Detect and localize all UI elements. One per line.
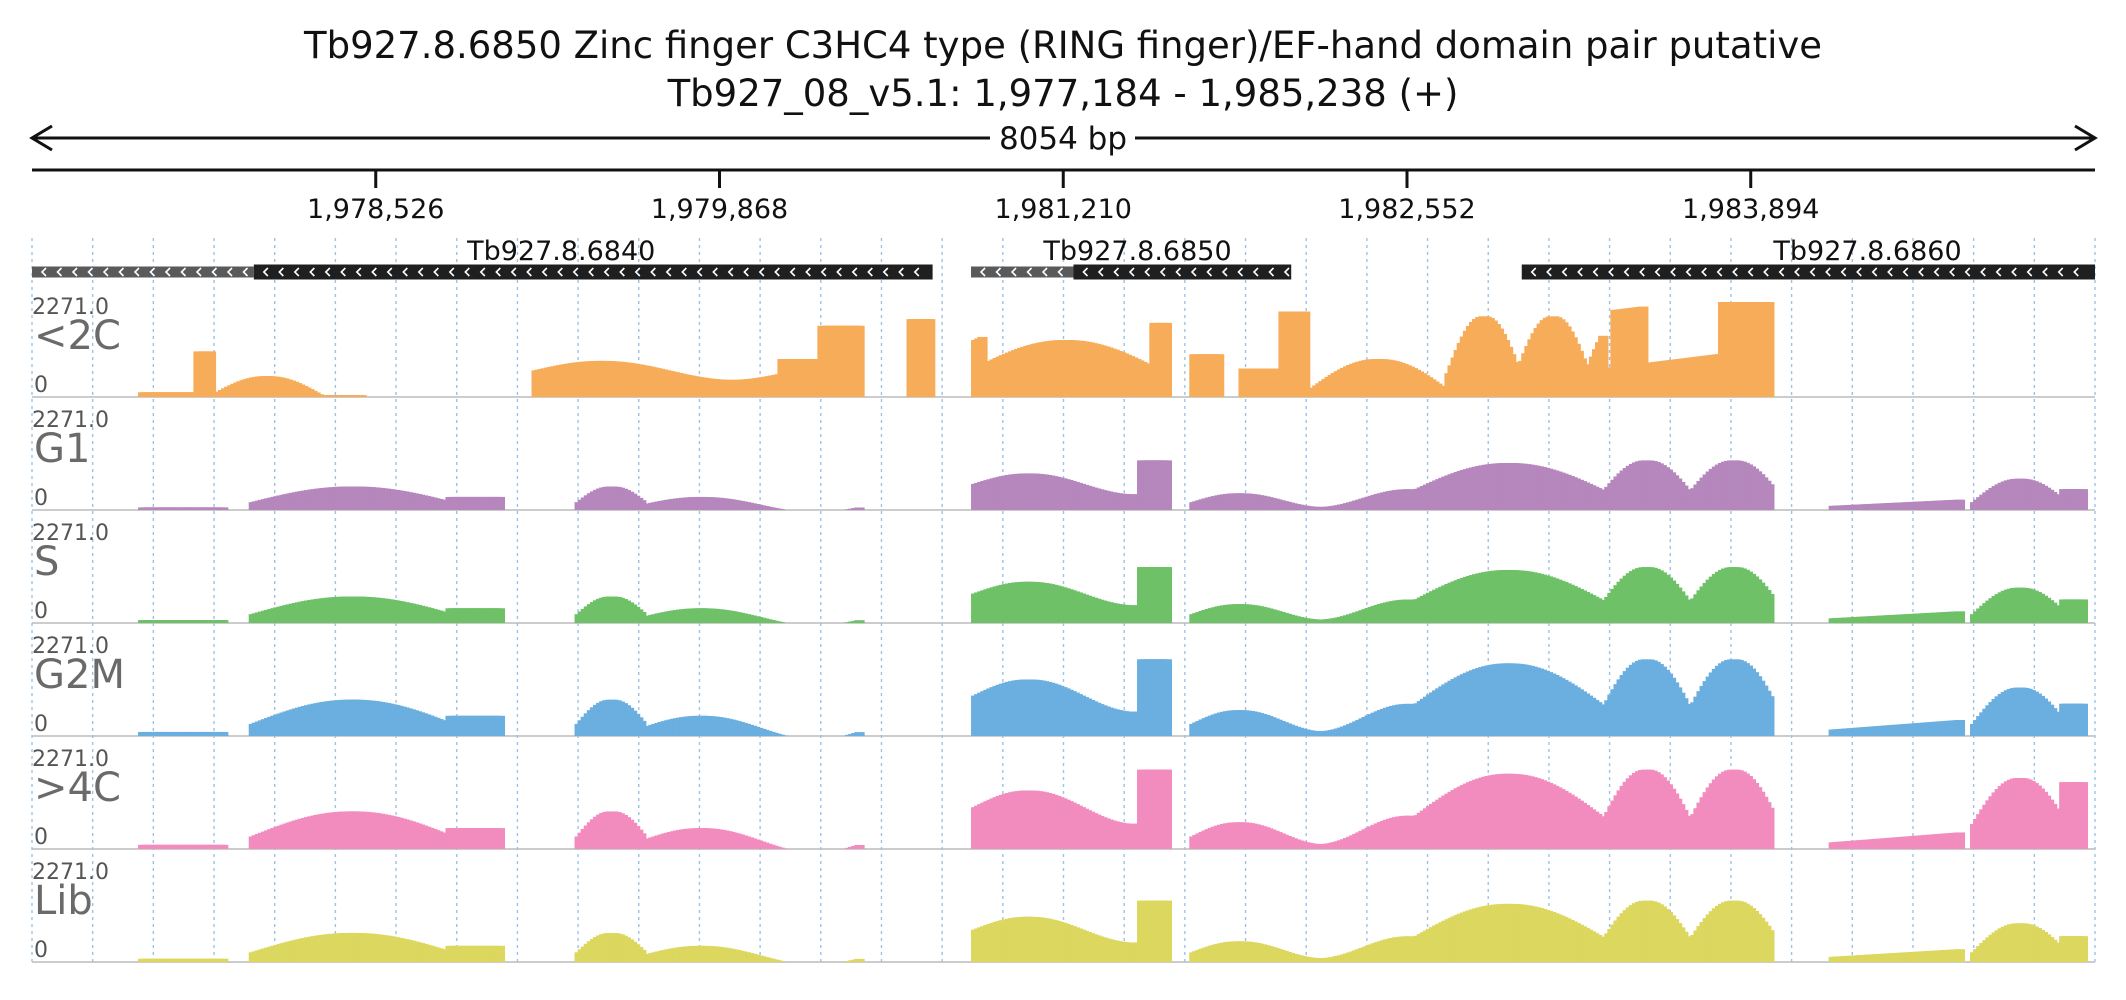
coverage-bar-1-506 bbox=[2078, 489, 2088, 510]
chart-title: Tb927.8.6850 Zinc finger C3HC4 type (RIN… bbox=[303, 24, 1822, 67]
ruler-tick-label-1: 1,979,868 bbox=[651, 194, 788, 225]
coverage-bar-4-174 bbox=[777, 848, 787, 849]
coverage-bar-0-427 bbox=[1764, 302, 1774, 397]
coverage-bar-4-241 bbox=[1162, 770, 1172, 849]
coverage-bar-0-246 bbox=[1162, 323, 1172, 397]
coverage-bar-3-429 bbox=[1764, 696, 1774, 736]
coverage-bar-4-429 bbox=[1764, 808, 1774, 849]
coverage-bar-0-21 bbox=[206, 351, 216, 397]
coverage-bar-2-107 bbox=[495, 608, 505, 623]
coverage-bar-1-428 bbox=[1764, 484, 1774, 510]
coverage-bar-3-174 bbox=[777, 735, 787, 736]
track-ymax-label-2: 2271.0 bbox=[32, 521, 109, 546]
coverage-bar-1-173 bbox=[774, 509, 784, 510]
coverage-bar-1-107 bbox=[495, 497, 505, 510]
ruler-tick-label-3: 1,982,552 bbox=[1338, 194, 1475, 225]
gene-label-2: Tb927.8.6860 bbox=[1772, 236, 1961, 267]
coverage-bar-3-107 bbox=[495, 716, 505, 736]
gene-label-1: Tb927.8.6850 bbox=[1042, 236, 1231, 267]
coverage-bar-4-26 bbox=[218, 845, 228, 849]
coverage-bar-2-506 bbox=[2078, 599, 2088, 623]
coverage-bar-1-240 bbox=[1162, 460, 1172, 510]
track-ymax-label-3: 2271.0 bbox=[32, 634, 109, 659]
coverage-bar-5-177 bbox=[854, 959, 864, 962]
coverage-bar-5-173 bbox=[774, 961, 784, 962]
track-ymin-label-5: 0 bbox=[34, 938, 48, 963]
track-ymin-label-0: 0 bbox=[34, 373, 48, 398]
ruler-ticks: 1,978,526 1,979,868 1,981,210 1,982,552 1,98… bbox=[307, 170, 1819, 225]
coverage-bar-5-428 bbox=[1764, 930, 1774, 962]
coverage-bar-2-173 bbox=[774, 622, 784, 623]
gene-utr-0 bbox=[32, 267, 254, 278]
coverage-bar-3-507 bbox=[2078, 704, 2088, 736]
track-ymax-label-5: 2271.0 bbox=[32, 860, 109, 885]
coverage-bar-5-470 bbox=[1955, 949, 1965, 962]
coverage-bar-3-241 bbox=[1162, 659, 1172, 736]
coverage-bar-0-70 bbox=[356, 395, 366, 397]
track-ymin-label-2: 0 bbox=[34, 599, 48, 624]
gene-track: Tb927.8.6840 Tb927.8.6850 Tb927.8.6860 bbox=[32, 236, 2095, 280]
track-ymax-label-1: 2271.0 bbox=[32, 408, 109, 433]
coverage-bar-1-26 bbox=[218, 507, 228, 510]
coverage-bar-5-107 bbox=[495, 946, 505, 962]
coverage-bar-5-26 bbox=[218, 959, 228, 962]
chart-subtitle: Tb927_08_v5.1: 1,977,184 - 1,985,238 (+) bbox=[667, 72, 1459, 115]
coverage-bar-0-276 bbox=[1300, 312, 1310, 398]
coverage-bar-4-178 bbox=[854, 845, 864, 849]
coverage-bar-0-255 bbox=[1214, 354, 1224, 397]
track-ymin-label-1: 0 bbox=[34, 486, 48, 511]
ruler-tick-label-0: 1,978,526 bbox=[307, 194, 444, 225]
coverage-bar-0-183 bbox=[925, 319, 935, 397]
ruler-tick-label-2: 1,981,210 bbox=[995, 194, 1132, 225]
coverage-bar-3-26 bbox=[218, 732, 228, 736]
track-ymin-label-3: 0 bbox=[34, 712, 48, 737]
coverage-bar-3-178 bbox=[854, 732, 864, 736]
track-ymax-label-0: 2271.0 bbox=[32, 295, 109, 320]
span-label: 8054 bp bbox=[999, 121, 1127, 157]
coverage-bar-1-470 bbox=[1955, 500, 1965, 510]
track-ymin-label-4: 0 bbox=[34, 825, 48, 850]
ruler-tick-label-4: 1,983,894 bbox=[1682, 194, 1819, 225]
coverage-bar-5-240 bbox=[1162, 901, 1172, 962]
track-4: >4C2271.00 bbox=[32, 747, 2095, 850]
coverage-bar-4-507 bbox=[2078, 782, 2088, 849]
track-ymax-label-4: 2271.0 bbox=[32, 747, 109, 772]
coverage-bar-3-471 bbox=[1955, 720, 1965, 736]
coverage-bar-4-107 bbox=[495, 828, 505, 849]
coverage-bar-2-470 bbox=[1955, 611, 1965, 623]
coverage-bar-0-176 bbox=[854, 326, 864, 397]
coverage-bar-4-471 bbox=[1955, 832, 1965, 849]
gene-label-0: Tb927.8.6840 bbox=[466, 236, 655, 267]
coverage-bar-5-506 bbox=[2078, 936, 2088, 962]
coverage-bar-2-428 bbox=[1764, 594, 1774, 623]
coverage-bar-2-26 bbox=[218, 620, 228, 623]
coverage-bar-2-240 bbox=[1162, 567, 1172, 623]
coverage-bar-2-177 bbox=[854, 620, 864, 623]
coverage-bar-1-177 bbox=[854, 507, 864, 510]
